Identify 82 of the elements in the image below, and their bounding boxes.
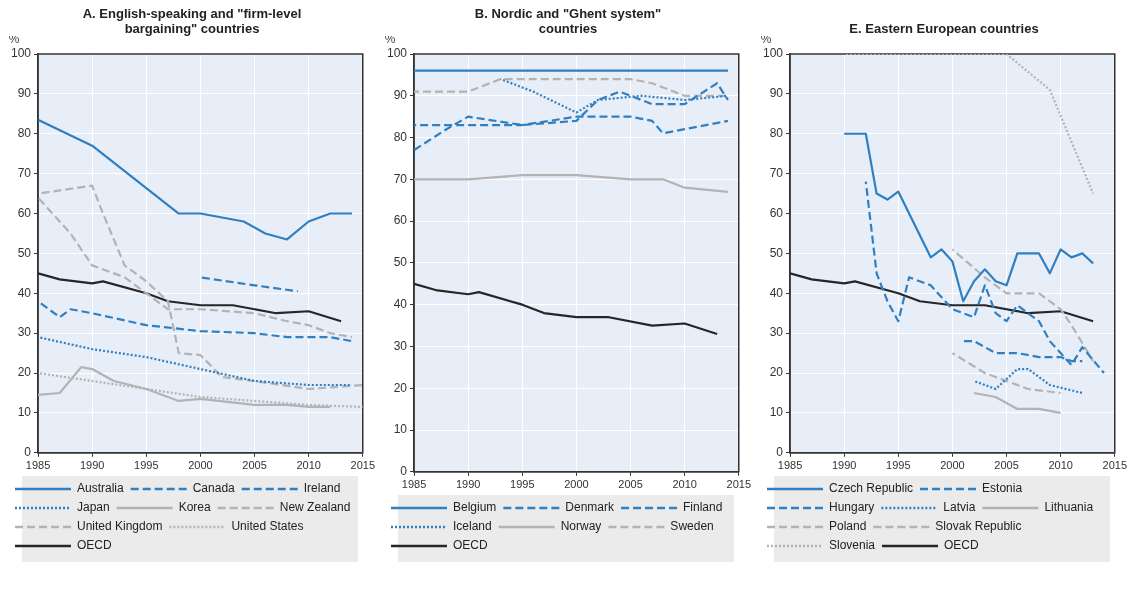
chart-title: B. Nordic and "Ghent system" countries (473, 5, 663, 36)
y-tick-label: 70 (769, 165, 784, 180)
legend-label: United Kingdom (77, 519, 163, 534)
legend-label: United States (231, 519, 304, 534)
x-tick-label: 1990 (831, 459, 857, 472)
legend-label: Slovak Republic (935, 519, 1022, 534)
x-tick-label: 2000 (940, 459, 965, 472)
y-tick-label: 90 (17, 86, 32, 101)
y-tick-label: 0 (24, 445, 32, 460)
legend-label: Finland (683, 500, 723, 515)
x-tick-label: 2005 (618, 478, 643, 491)
y-tick-label: 50 (769, 245, 784, 260)
x-tick-label: 2010 (672, 478, 697, 491)
legend-label: Estonia (982, 481, 1023, 496)
y-tick-label: 50 (17, 245, 32, 260)
y-tick-label: 20 (17, 365, 32, 380)
x-tick-label: 1995 (886, 459, 911, 472)
x-tick-label: 2015 (350, 459, 376, 472)
legend-label: OECD (944, 538, 980, 553)
chart-title: A. English-speaking and "firm-level bargaining" countries (81, 5, 303, 36)
y-tick-label: 50 (393, 255, 408, 270)
x-tick-label: 1995 (134, 459, 159, 472)
y-tick-label: 70 (393, 171, 408, 186)
y-tick-label: 60 (393, 213, 408, 228)
x-tick-label: 1990 (79, 459, 105, 472)
legend-label: Australia (77, 481, 125, 496)
y-tick-label: 70 (17, 165, 32, 180)
y-tick-label: 10 (17, 405, 32, 420)
x-tick-label: 2005 (242, 459, 267, 472)
x-tick-label: 2010 (296, 459, 321, 472)
legend-label: Hungary (829, 500, 875, 515)
legend-label: Latvia (943, 500, 976, 515)
x-tick-label: 1985 (401, 478, 427, 491)
legend-label: OECD (77, 538, 112, 553)
x-tick-label: 1995 (510, 478, 535, 491)
y-tick-label: 100 (762, 46, 784, 61)
y-tick-label: 100 (10, 46, 32, 61)
y-tick-label: 80 (17, 126, 32, 141)
y-tick-label: 10 (769, 405, 784, 420)
y-tick-label: 0 (776, 445, 784, 460)
chart-title: E. Eastern European countries (848, 20, 1040, 36)
x-tick-label: 2005 (994, 459, 1019, 472)
y-tick-label: 90 (769, 86, 784, 101)
y-tick-label: 30 (769, 325, 784, 340)
x-tick-label: 1990 (455, 478, 481, 491)
y-tick-label: 90 (393, 88, 408, 103)
x-tick-label: 1985 (25, 459, 51, 472)
legend-label: Canada (192, 481, 236, 496)
y-tick-label: 80 (769, 126, 784, 141)
y-tick-label: 20 (769, 365, 784, 380)
x-tick-label: 2000 (188, 459, 213, 472)
y-tick-label: 10 (393, 422, 408, 437)
legend-label: Korea (178, 500, 212, 515)
x-tick-label: 2000 (564, 478, 589, 491)
legend-label: Ireland (303, 481, 341, 496)
y-tick-label: 0 (400, 464, 408, 479)
x-tick-label: 2015 (726, 478, 752, 491)
x-tick-label: 2010 (1048, 459, 1073, 472)
x-tick-label: 1985 (777, 459, 803, 472)
legend-label: Poland (829, 519, 867, 534)
x-tick-label: 2015 (1102, 459, 1128, 472)
y-tick-label: 100 (386, 46, 408, 61)
y-tick-label: 60 (769, 205, 784, 220)
legend-label: Sweden (670, 519, 714, 534)
y-tick-label: 60 (17, 205, 32, 220)
legend-label: Iceland (453, 519, 492, 534)
y-tick-label: 30 (17, 325, 32, 340)
legend-label: Denmark (565, 500, 616, 515)
legend-label: Lithuania (1044, 500, 1094, 515)
y-tick-label: 40 (17, 285, 32, 300)
y-tick-label: 20 (393, 380, 408, 395)
legend-label: Slovenia (829, 538, 876, 553)
legend-label: OECD (453, 538, 488, 553)
legend-label: Japan (77, 500, 110, 515)
y-tick-label: 40 (393, 296, 408, 311)
y-tick-label: 80 (393, 129, 408, 144)
legend-label: Norway (560, 519, 602, 534)
legend-label: Czech Republic (829, 481, 914, 496)
y-tick-label: 30 (393, 338, 408, 353)
legend-label: New Zealand (279, 500, 351, 515)
y-tick-label: 40 (769, 285, 784, 300)
legend-label: Belgium (453, 500, 497, 515)
